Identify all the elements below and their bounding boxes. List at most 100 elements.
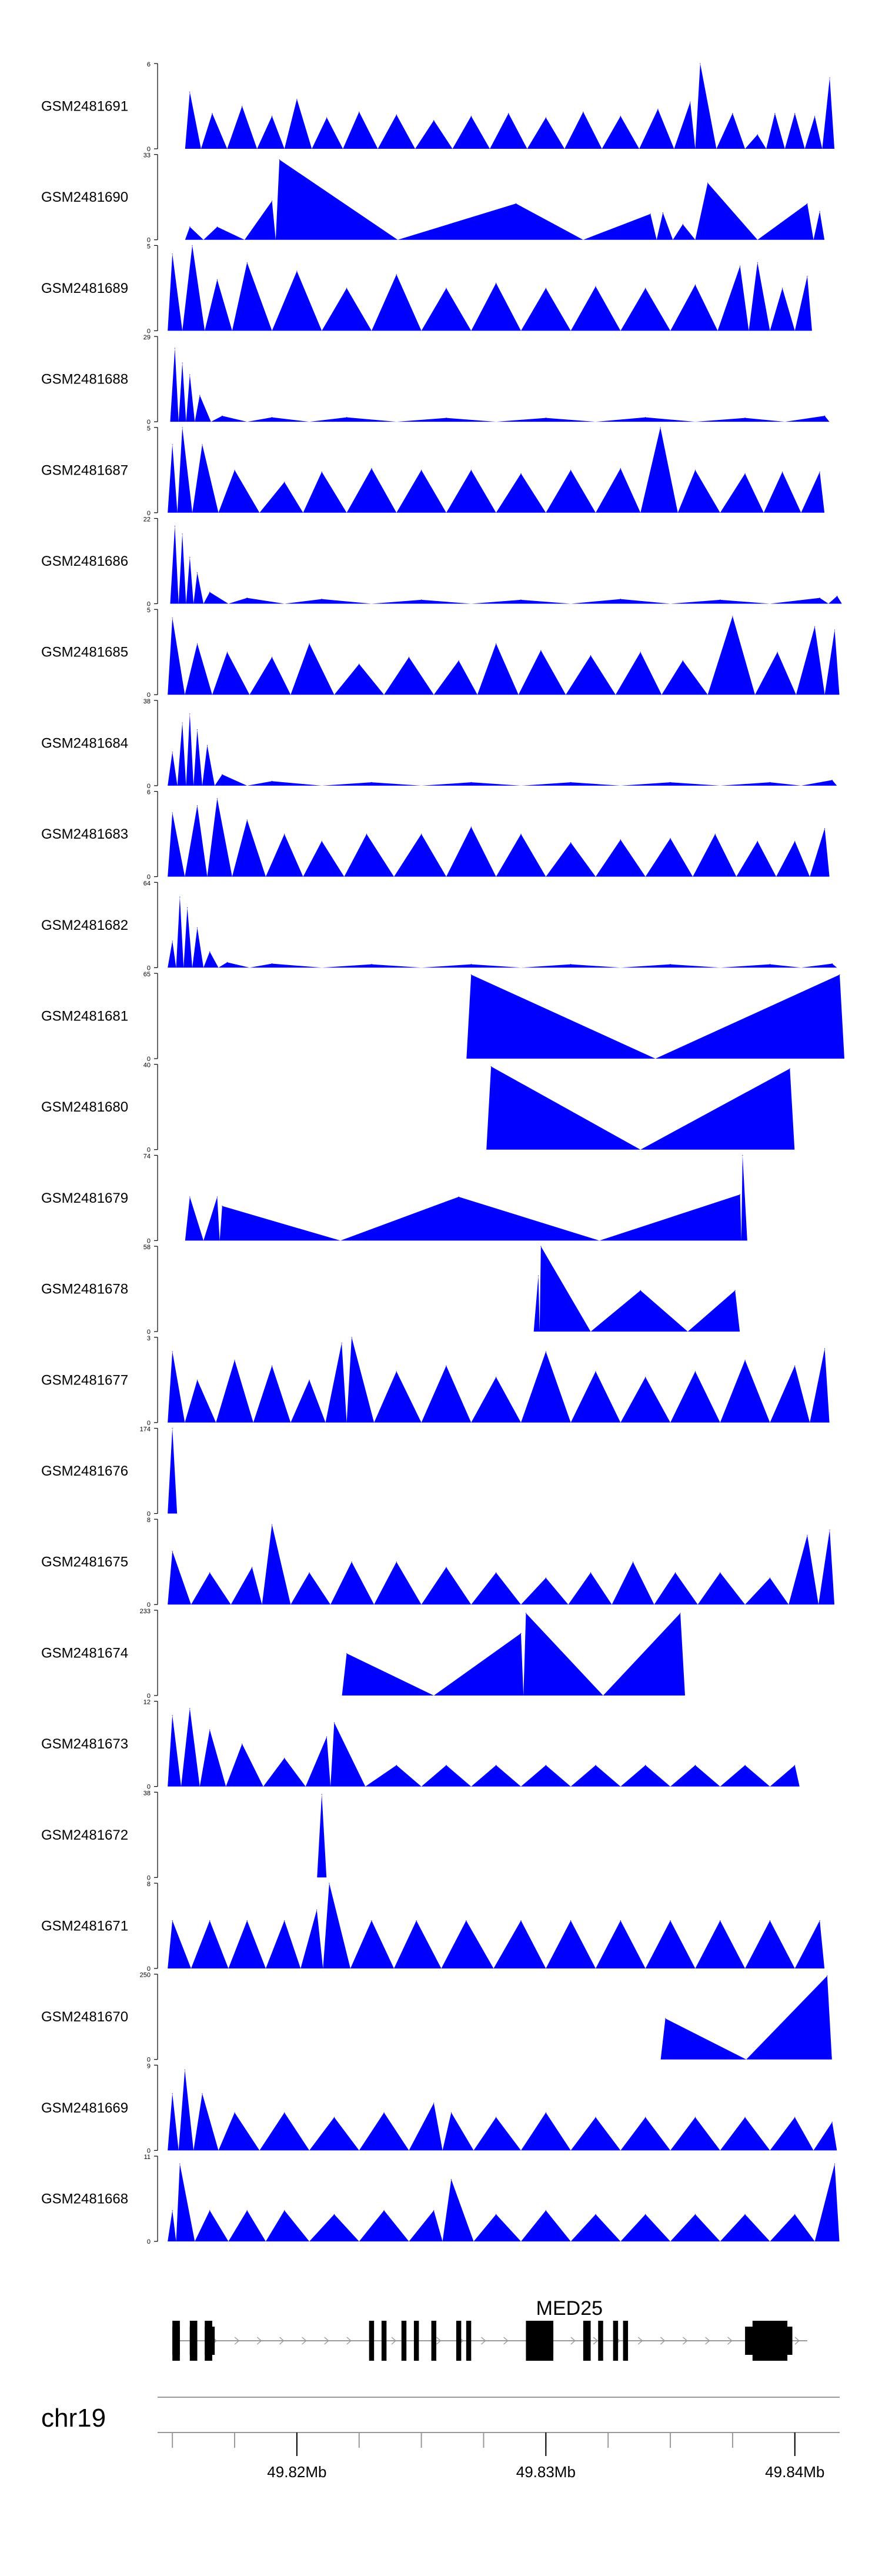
signal-peak xyxy=(470,782,472,783)
strand-arrow-icon xyxy=(593,2337,599,2345)
signal-peak xyxy=(346,417,348,418)
signal-peak xyxy=(714,833,716,835)
track-label: GSM2481686 xyxy=(41,553,128,569)
signal-peak xyxy=(508,112,509,114)
signal-peak xyxy=(182,533,183,535)
signal-peak xyxy=(794,112,796,114)
signal-peak xyxy=(757,262,758,263)
signal-peak xyxy=(396,1561,397,1563)
signal-peak xyxy=(590,655,592,656)
signal-peak xyxy=(433,120,435,121)
x-tick-label: 49.84Mb xyxy=(765,2463,824,2481)
signal-peak xyxy=(196,805,198,806)
signal-peak xyxy=(640,1290,641,1291)
y-tick-label-min: 0 xyxy=(147,146,151,153)
track-GSM2481674: GSM2481674 233 0 xyxy=(41,1608,685,1700)
signal-peak xyxy=(284,833,285,835)
exon xyxy=(623,2321,629,2361)
y-tick-label-min: 0 xyxy=(147,328,151,335)
y-tick-label-max: 8 xyxy=(147,1881,151,1888)
signal-peak xyxy=(540,1246,542,1247)
strand-arrow-icon xyxy=(391,2337,397,2345)
signal-peak xyxy=(196,729,198,730)
track-GSM2481672: GSM2481672 38 0 xyxy=(41,1790,327,1881)
signal-peak xyxy=(470,469,472,471)
signal-peak xyxy=(520,473,522,474)
signal-peak xyxy=(694,469,696,471)
signal-peak xyxy=(182,427,183,428)
signal-peak xyxy=(371,1920,372,1921)
track-GSM2481687: GSM2481687 5 0 xyxy=(41,425,825,517)
signal-peak xyxy=(520,599,522,600)
y-tick-label-min: 0 xyxy=(147,1966,151,1973)
signal-peak xyxy=(824,827,826,829)
exon xyxy=(369,2321,375,2361)
signal-peak xyxy=(371,964,372,965)
signal-peak xyxy=(570,964,572,965)
signal-peak xyxy=(189,1708,191,1709)
signal-peak xyxy=(570,842,572,843)
strand-arrow-icon xyxy=(727,2337,733,2345)
signal-peak xyxy=(172,2210,173,2211)
signal-area xyxy=(342,1613,685,1696)
signal-area xyxy=(170,348,830,422)
coding-block xyxy=(526,2327,554,2355)
signal-peak xyxy=(189,556,191,558)
signal-peak xyxy=(396,1764,397,1766)
signal-peak xyxy=(794,840,796,842)
signal-peak xyxy=(371,782,372,783)
y-tick-label-max: 65 xyxy=(143,971,151,978)
signal-peak xyxy=(831,2121,833,2123)
signal-peak xyxy=(620,1920,621,1921)
signal-area xyxy=(168,713,837,786)
signal-peak xyxy=(172,1920,173,1921)
strand-arrow-icon xyxy=(660,2337,666,2345)
signal-peak xyxy=(707,182,709,183)
signal-peak xyxy=(520,1633,522,1634)
track-label: GSM2481689 xyxy=(41,281,128,296)
exon xyxy=(413,2321,419,2361)
y-tick-label-max: 74 xyxy=(143,1153,151,1160)
signal-peak xyxy=(246,1920,248,1921)
signal-peak xyxy=(326,117,328,118)
track-label: GSM2481671 xyxy=(41,1918,128,1934)
y-tick-label-max: 233 xyxy=(140,1608,151,1615)
signal-area xyxy=(168,1708,800,1787)
signal-peak xyxy=(421,833,422,835)
track-label: GSM2481672 xyxy=(41,1827,128,1843)
signal-peak xyxy=(284,1757,285,1759)
y-tick-label-max: 3 xyxy=(147,1335,151,1342)
signal-peak xyxy=(732,112,733,114)
y-tick-label-min: 0 xyxy=(147,1601,151,1609)
signal-peak xyxy=(396,114,397,115)
signal-tracks: GSM248169160GSM2481690330GSM248168950GSM… xyxy=(41,61,844,2245)
signal-area xyxy=(185,159,825,240)
signal-peak xyxy=(490,1066,492,1067)
exon xyxy=(466,2321,472,2361)
signal-area xyxy=(168,1524,835,1605)
signal-peak xyxy=(196,572,198,573)
track-label: GSM2481681 xyxy=(41,1009,128,1025)
track-label: GSM2481688 xyxy=(41,372,128,388)
signal-peak xyxy=(196,927,198,928)
signal-peak xyxy=(794,1764,796,1766)
signal-peak xyxy=(172,1351,173,1352)
y-tick-label-max: 58 xyxy=(143,1244,151,1251)
signal-peak xyxy=(234,2112,235,2113)
y-tick-label-min: 0 xyxy=(147,965,151,972)
signal-peak xyxy=(371,468,372,469)
signal-peak xyxy=(172,253,173,255)
signal-area xyxy=(185,1155,747,1241)
track-label: GSM2481675 xyxy=(41,1554,128,1570)
y-tick-label-max: 6 xyxy=(147,789,151,796)
signal-peak xyxy=(326,1736,328,1737)
y-tick-label-max: 8 xyxy=(147,1517,151,1524)
signal-peak xyxy=(172,444,173,445)
signal-area xyxy=(168,798,830,877)
y-tick-label-min: 0 xyxy=(147,783,151,790)
y-tick-label-min: 0 xyxy=(147,2147,151,2154)
signal-peak xyxy=(570,1920,572,1921)
signal-peak xyxy=(831,963,833,965)
signal-peak xyxy=(520,1920,522,1921)
exon xyxy=(456,2321,462,2361)
